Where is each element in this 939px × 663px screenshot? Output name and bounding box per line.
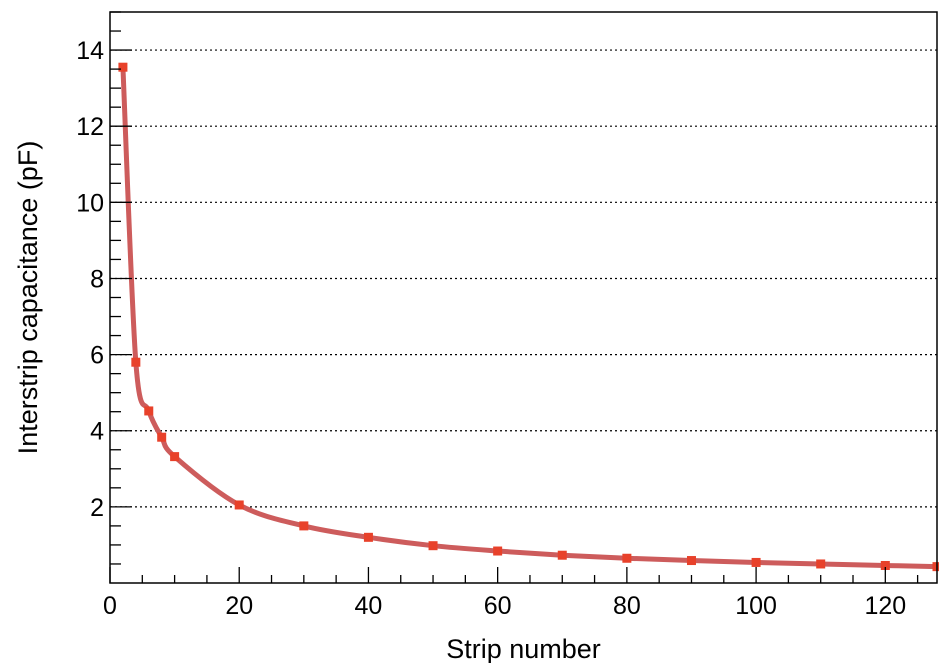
- y-tick-label: 2: [90, 494, 104, 522]
- data-point: [144, 406, 154, 416]
- plot-frame: [109, 11, 938, 584]
- x-tick-label: 0: [103, 592, 117, 620]
- data-point: [170, 452, 180, 462]
- data-point: [234, 500, 244, 510]
- y-tick-label: 8: [90, 265, 104, 293]
- y-tick-label: 12: [76, 113, 104, 141]
- data-point: [131, 357, 141, 367]
- data-points: [118, 62, 939, 572]
- data-point: [816, 559, 826, 569]
- data-point: [157, 432, 167, 442]
- x-tick-label: 60: [484, 592, 512, 620]
- data-point: [428, 541, 438, 551]
- data-point: [932, 562, 939, 572]
- y-axis-label: Interstrip capacitance (pF): [13, 141, 43, 455]
- y-tick-label: 4: [90, 418, 104, 446]
- x-tick-label: 100: [735, 592, 777, 620]
- y-tick-label: 6: [90, 342, 104, 370]
- data-point: [118, 62, 128, 72]
- data-point: [751, 557, 761, 567]
- data-point: [299, 521, 309, 531]
- x-tick-label: 80: [613, 592, 641, 620]
- x-tick-label: 40: [355, 592, 383, 620]
- fit-curve-layer: [120, 64, 939, 570]
- x-axis-ticks: 0 20 40 60 80 100 120: [103, 567, 919, 620]
- data-point: [363, 532, 373, 542]
- y-axis-ticks: 2 4 6 8 10 12 14: [76, 11, 132, 565]
- data-point: [880, 560, 890, 570]
- data-point: [622, 553, 632, 563]
- y-tick-label: 10: [76, 189, 104, 217]
- grid-lines: [110, 49, 937, 508]
- x-tick-label: 20: [225, 592, 253, 620]
- x-tick-label: 120: [864, 592, 906, 620]
- fit-curve: [120, 64, 939, 570]
- data-point: [493, 546, 503, 556]
- y-tick-label: 14: [76, 37, 104, 65]
- x-axis-label: Strip number: [446, 634, 601, 663]
- data-point: [557, 550, 567, 560]
- data-point: [686, 556, 696, 566]
